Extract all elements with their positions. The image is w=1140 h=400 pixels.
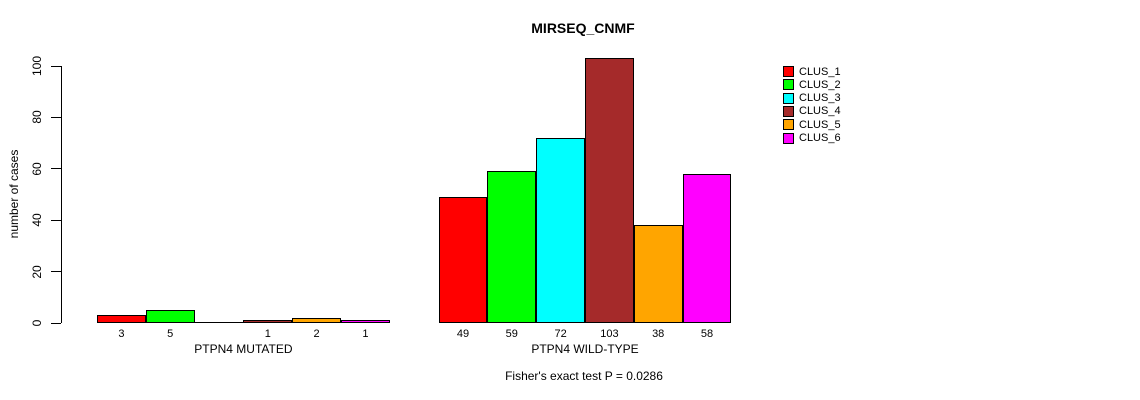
y-tick-mark — [51, 116, 61, 118]
legend-label-clus_4: CLUS_4 — [799, 105, 841, 118]
bar-value-label: 58 — [700, 328, 714, 340]
group-label-mutated: PTPN4 MUTATED — [194, 342, 293, 356]
bar-value-label: 72 — [554, 328, 567, 340]
legend-label-clus_2: CLUS_2 — [799, 78, 841, 91]
y-tick-label: 100 — [30, 55, 44, 77]
y-tick-mark — [51, 322, 61, 324]
bar-value-label: 49 — [456, 328, 470, 340]
legend-label-clus_5: CLUS_5 — [799, 118, 841, 131]
bar-wildtype-clus_1 — [439, 197, 487, 323]
bar-value-label: 1 — [264, 328, 271, 340]
bar-mutated-clus_3-zero — [195, 322, 243, 323]
bar-mutated-clus_5 — [292, 318, 341, 323]
bar-value-label: 2 — [313, 328, 320, 340]
bar-wildtype-clus_4 — [585, 58, 634, 323]
legend-swatch-clus_6 — [783, 132, 794, 144]
bar-wildtype-clus_3 — [536, 138, 585, 323]
bar-value-label: 103 — [600, 328, 619, 340]
y-tick-mark — [51, 168, 61, 170]
y-axis-line — [61, 66, 62, 323]
y-tick-mark — [51, 271, 61, 273]
bar-mutated-clus_2 — [146, 310, 195, 323]
y-tick-label: 40 — [30, 213, 44, 227]
bar-mutated-clus_4 — [243, 320, 292, 323]
bar-wildtype-clus_5 — [634, 225, 683, 323]
group-label-wildtype: PTPN4 WILD-TYPE — [531, 342, 639, 356]
legend-swatch-clus_1 — [783, 66, 794, 77]
bar-wildtype-clus_6 — [683, 174, 731, 323]
bar-mutated-clus_6 — [341, 320, 390, 323]
legend-label-clus_6: CLUS_6 — [799, 132, 841, 144]
bar-mutated-clus_1 — [97, 315, 146, 323]
y-tick-label: 20 — [30, 264, 44, 279]
fisher-test-annotation: Fisher's exact test P = 0.0286 — [505, 369, 663, 383]
y-tick-label: 60 — [30, 162, 44, 176]
legend-swatch-clus_5 — [783, 119, 794, 131]
legend-swatch-clus_3 — [783, 92, 794, 104]
bar-wildtype-clus_2 — [487, 171, 536, 323]
chart-title: MIRSEQ_CNMF — [531, 20, 635, 36]
legend-label-clus_3: CLUS_3 — [799, 92, 841, 105]
y-axis-title: number of cases — [7, 149, 21, 239]
bar-value-label: 38 — [652, 328, 665, 340]
bar-value-label: 1 — [362, 328, 369, 340]
bar-value-label: 3 — [118, 328, 125, 340]
y-tick-mark — [51, 65, 61, 67]
legend-label-clus_1: CLUS_1 — [799, 65, 841, 78]
y-tick-label: 80 — [30, 110, 44, 125]
legend-swatch-clus_4 — [783, 105, 794, 117]
bar-value-label: 5 — [167, 328, 174, 340]
y-tick-mark — [51, 219, 61, 221]
bar-value-label: 59 — [505, 328, 518, 340]
y-tick-label: 0 — [30, 319, 44, 327]
legend-swatch-clus_2 — [783, 79, 794, 91]
